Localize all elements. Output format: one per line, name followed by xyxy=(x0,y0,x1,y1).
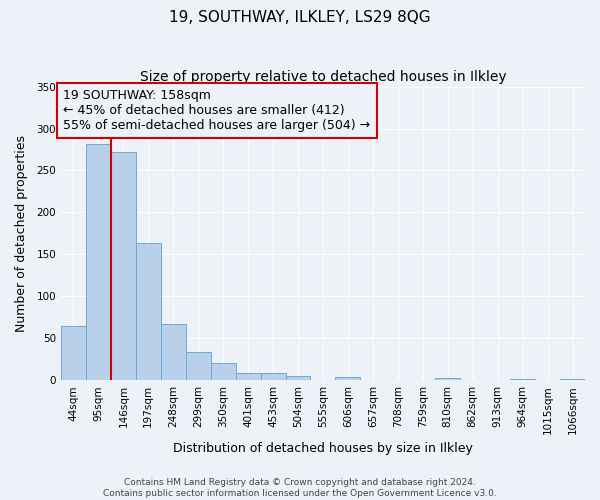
Y-axis label: Number of detached properties: Number of detached properties xyxy=(15,135,28,332)
Bar xyxy=(136,244,161,380)
Bar xyxy=(510,378,535,380)
Bar xyxy=(560,378,585,380)
Bar xyxy=(161,324,186,380)
Bar xyxy=(186,352,211,380)
Bar xyxy=(236,372,260,380)
Bar xyxy=(111,152,136,380)
Text: 19, SOUTHWAY, ILKLEY, LS29 8QG: 19, SOUTHWAY, ILKLEY, LS29 8QG xyxy=(169,10,431,25)
Bar xyxy=(211,364,236,380)
Bar xyxy=(335,377,361,380)
Text: Contains HM Land Registry data © Crown copyright and database right 2024.
Contai: Contains HM Land Registry data © Crown c… xyxy=(103,478,497,498)
Bar xyxy=(286,376,310,380)
X-axis label: Distribution of detached houses by size in Ilkley: Distribution of detached houses by size … xyxy=(173,442,473,455)
Bar xyxy=(61,326,86,380)
Bar xyxy=(260,372,286,380)
Bar xyxy=(86,144,111,380)
Title: Size of property relative to detached houses in Ilkley: Size of property relative to detached ho… xyxy=(140,70,506,84)
Text: 19 SOUTHWAY: 158sqm
← 45% of detached houses are smaller (412)
55% of semi-detac: 19 SOUTHWAY: 158sqm ← 45% of detached ho… xyxy=(64,89,371,132)
Bar xyxy=(435,378,460,380)
